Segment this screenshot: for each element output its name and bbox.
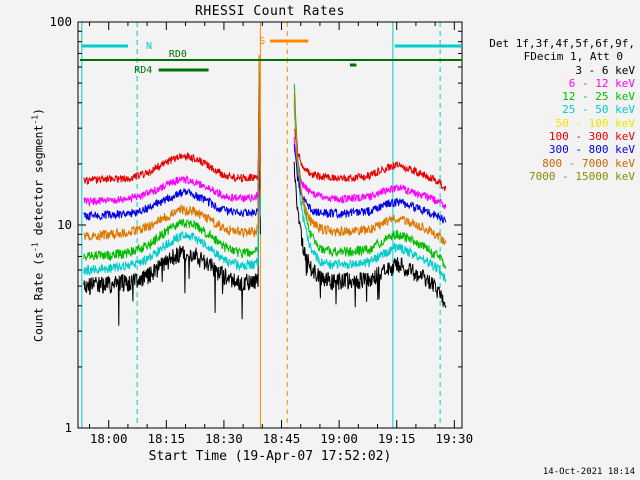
x-tick-label: 18:45 [263, 431, 301, 446]
series-6-12-keV [293, 137, 447, 210]
y-tick-label: 100 [49, 14, 72, 29]
flag-label-rd0: RD0 [169, 49, 187, 60]
y-axis-label: Count Rate (s-1 detector segment-1) [31, 108, 46, 342]
y-tick-label: 1 [64, 420, 72, 435]
y-label-sup: -1 [30, 114, 40, 125]
series-6-12-keV [83, 106, 261, 208]
x-tick-label: 18:00 [90, 431, 128, 446]
y-label-text: detector segment [31, 124, 46, 243]
series-25-50-keV [293, 101, 447, 283]
flag-label-rd4: RD4 [134, 65, 152, 76]
y-tick-label: 10 [57, 217, 72, 232]
plot-timestamp: 14-Oct-2021 18:14 [542, 467, 635, 477]
y-label-text: ) [31, 108, 46, 115]
y-label-sup: -1 [30, 242, 40, 252]
series-3-6-keV [83, 127, 261, 326]
chart-title: RHESSI Count Rates [195, 4, 345, 19]
axis-frame [77, 21, 463, 429]
flag-label-s: S [259, 36, 265, 47]
legend-entry: 12 - 25 keV [562, 90, 635, 104]
series-300-800-keV [293, 144, 447, 224]
x-tick-label: 18:15 [147, 431, 185, 446]
legend-header-line: Det 1f,3f,4f,5f,6f,9f, [489, 37, 635, 50]
y-label-text: Count Rate (s [31, 251, 46, 342]
legend-entry: 25 - 50 keV [562, 103, 635, 117]
series-3-6-keV [293, 161, 447, 308]
series-800-7000-keV [293, 93, 447, 246]
series-300-800-keV [83, 72, 261, 222]
x-tick-label: 18:30 [205, 431, 243, 446]
x-tick-label: 19:30 [435, 431, 473, 446]
x-tick-label: 19:15 [378, 431, 416, 446]
series-100-300-keV [83, 95, 261, 186]
series-800-7000-keV [83, 54, 261, 242]
series-100-300-keV [293, 128, 447, 192]
legend-entry: 3 - 6 keV [575, 63, 635, 77]
legend-entry: 800 - 7000 keV [542, 156, 635, 170]
legend-entry: 100 - 300 keV [548, 130, 635, 144]
x-tick-label: 19:00 [320, 431, 358, 446]
legend-entry: 7000 - 15000 keV [529, 169, 635, 183]
legend-header-line: FDecim 1, Att 0 [523, 50, 623, 64]
legend-entry: 50 - 100 keV [555, 116, 635, 130]
series-12-25-keV [83, 62, 261, 262]
series-12-25-keV [293, 83, 447, 269]
x-axis-label: Start Time (19-Apr-07 17:52:02) [148, 449, 392, 464]
legend-entry: 300 - 800 keV [548, 143, 635, 157]
flag-label-n: N [146, 41, 152, 52]
series-25-50-keV [83, 76, 261, 277]
legend-entry: 6 - 12 keV [568, 76, 635, 90]
